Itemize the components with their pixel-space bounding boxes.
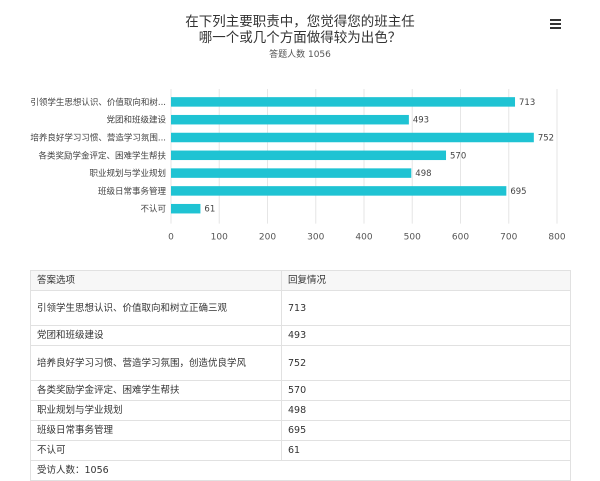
x-tick-label: 100 <box>211 233 228 243</box>
category-label: 不认可 <box>140 204 166 215</box>
table-row: 党团和班级建设 493 <box>30 325 571 346</box>
table-cell-option: 引领学生思想认识、价值取向和树立正确三观 <box>30 290 282 326</box>
table-row: 班级日常事务管理 695 <box>30 420 571 441</box>
table-row: 各类奖励学金评定、困难学生帮扶 570 <box>30 380 571 401</box>
value-label: 498 <box>415 169 431 179</box>
value-label: 570 <box>450 151 466 161</box>
table-footer-respondents: 受访人数：1056 <box>30 460 571 481</box>
x-tick-label: 600 <box>452 233 469 243</box>
chart-title: 在下列主要职责中，您觉得您的班主任 哪一个或几个方面做得较为出色？ <box>0 14 600 46</box>
table-header-response: 回复情况 <box>281 270 571 291</box>
table-header-option: 答案选项 <box>30 270 282 291</box>
value-label: 695 <box>510 187 526 197</box>
table-cell-value: 493 <box>281 325 571 346</box>
x-tick-label: 800 <box>548 233 565 243</box>
bar <box>171 97 516 107</box>
table-cell-value: 713 <box>281 290 571 326</box>
table-row: 引领学生思想认识、价值取向和树立正确三观 713 <box>30 290 571 326</box>
table-cell-value: 695 <box>281 420 571 441</box>
table-cell-option: 培养良好学习习惯、营造学习氛围，创造优良学风 <box>30 345 282 381</box>
x-tick-label: 700 <box>500 233 517 243</box>
bar <box>171 203 201 214</box>
table-header-row: 答案选项 回复情况 <box>30 270 571 291</box>
bar-chart: 0 100 200 300 400 500 600 700 800 引领学生思想认识、价值取向和树… <box>30 89 566 243</box>
table-cell-option: 各类奖励学金评定、困难学生帮扶 <box>30 380 282 401</box>
category-label: 党团和班级建设 <box>106 115 166 126</box>
category-label: 职业规划与学业规划 <box>89 168 166 179</box>
table-row: 培养良好学习习惯、营造学习氛围，创造优良学风 752 <box>30 345 571 381</box>
table-footer-row: 受访人数：1056 <box>30 460 571 481</box>
chart-title-line: 在下列主要职责中，您觉得您的班主任 <box>185 14 415 30</box>
category-label: 培养良好学习习惯、营造学习氛围... <box>30 133 166 144</box>
bar <box>171 114 409 125</box>
table-cell-option: 不认可 <box>30 440 282 461</box>
x-tick-label: 400 <box>355 233 372 243</box>
x-tick-label: 200 <box>259 233 276 243</box>
value-label: 752 <box>538 134 554 144</box>
x-tick-label: 300 <box>307 233 324 243</box>
category-label: 班级日常事务管理 <box>98 186 167 197</box>
chart-title-line: 哪一个或几个方面做得较为出色？ <box>198 30 402 46</box>
data-table: 答案选项 回复情况 引领学生思想认识、价值取向和树立正确三观 713 党团和班级建设… <box>30 270 571 481</box>
category-label: 各类奖励学金评定、困难学生帮扶 <box>38 150 166 161</box>
table-cell-value: 498 <box>281 400 571 421</box>
x-tick-label: 0 <box>168 233 174 243</box>
value-label: 493 <box>413 116 429 126</box>
bar <box>171 168 412 178</box>
x-tick-label: 500 <box>404 233 421 243</box>
table-cell-value: 61 <box>281 440 571 461</box>
table-cell-value: 752 <box>281 345 571 381</box>
value-label: 61 <box>204 205 215 215</box>
category-label: 引领学生思想认识、价值取向和树... <box>30 97 166 108</box>
table-row: 职业规划与学业规划 498 <box>30 400 571 421</box>
table-cell-value: 570 <box>281 380 571 401</box>
bar <box>171 132 534 143</box>
table-cell-option: 党团和班级建设 <box>30 325 282 346</box>
chart-subtitle: 答题人数 1056 <box>269 50 331 60</box>
bar <box>171 186 507 196</box>
bar <box>171 150 447 161</box>
table-cell-option: 班级日常事务管理 <box>30 420 282 441</box>
table-row: 不认可 61 <box>30 440 571 461</box>
hamburger-menu-icon[interactable] <box>550 19 561 29</box>
value-label: 713 <box>519 98 535 108</box>
chart-title-block: 在下列主要职责中，您觉得您的班主任 哪一个或几个方面做得较为出色？ 答题人数 10… <box>0 14 600 60</box>
table-cell-option: 职业规划与学业规划 <box>30 400 282 421</box>
